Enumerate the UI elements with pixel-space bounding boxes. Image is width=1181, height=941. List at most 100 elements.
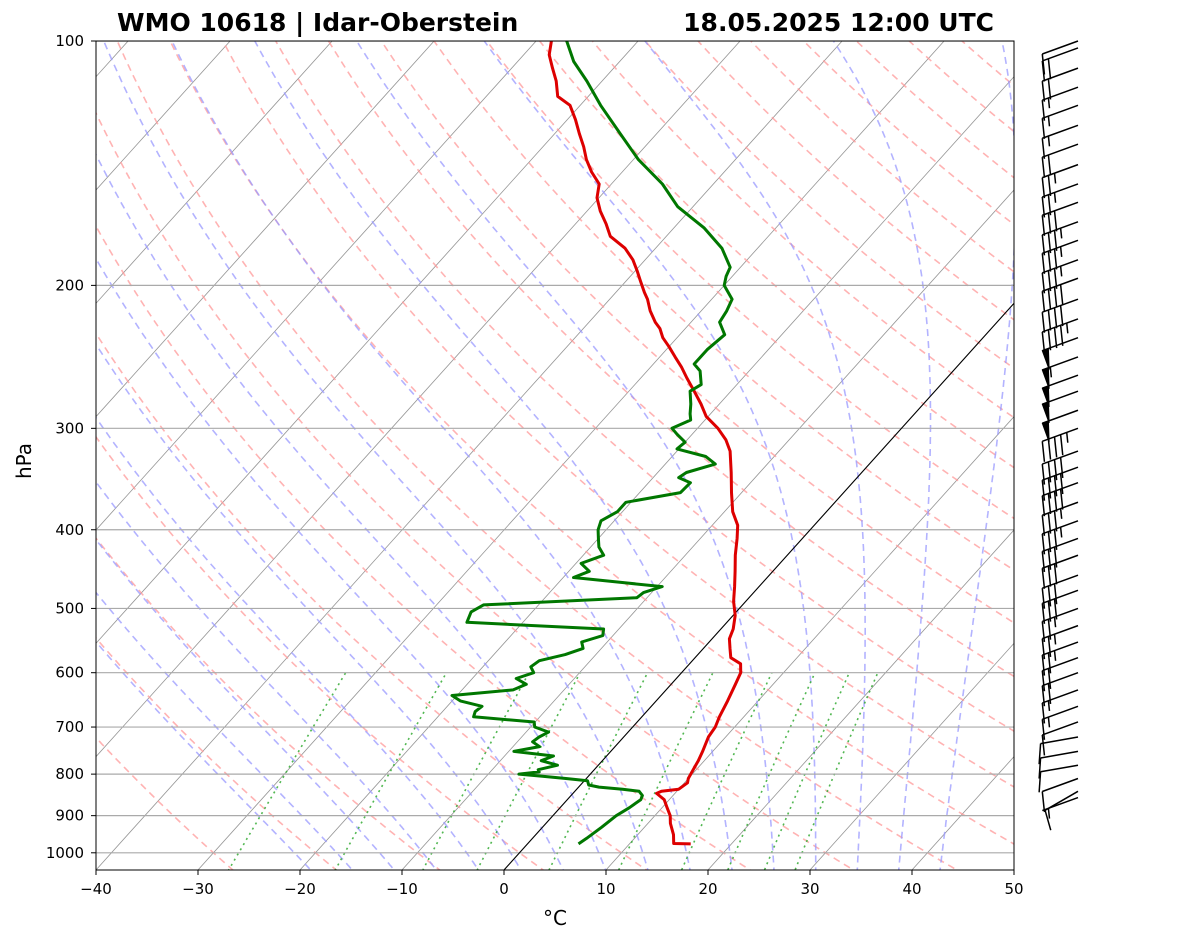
wind-barb-full [1047, 652, 1052, 674]
wind-barb-full [1041, 157, 1046, 178]
wind-barb-shaft [1044, 790, 1079, 811]
wind-barb [1041, 656, 1079, 692]
wind-barb-shaft [1042, 143, 1079, 158]
wind-barb-full [1041, 118, 1046, 139]
wind-barb [1041, 721, 1079, 756]
wind-barb-full [1059, 434, 1064, 456]
wind-barb-full [1041, 53, 1046, 75]
wind-barb-full [1041, 441, 1046, 462]
wind-barb [1041, 318, 1079, 353]
wind-barb-full [1047, 212, 1052, 234]
wind-barb-shaft [1042, 163, 1079, 179]
wind-barb-full [1041, 312, 1046, 333]
y-tick-label: 800 [55, 765, 84, 783]
mixing-ratio-line [763, 672, 851, 870]
isotherm-line [96, 41, 741, 758]
wind-barb-half [1053, 173, 1057, 184]
wind-barb [1041, 183, 1079, 218]
wind-barb-shaft [1042, 554, 1079, 569]
dry-adiabat-line [802, 41, 1014, 226]
dry-adiabat-line [591, 41, 1014, 419]
wind-barb [1041, 624, 1079, 660]
wind-barb-full [1047, 636, 1052, 657]
wind-barb-full [1047, 477, 1052, 499]
wind-barb-full [1041, 702, 1046, 724]
wind-barb-shaft [1042, 656, 1079, 672]
wind-barb-shaft [1042, 607, 1079, 623]
mixing-ratio-line [794, 672, 879, 870]
wind-barb [1041, 641, 1079, 676]
wind-barb-full [1038, 771, 1042, 793]
isotherm-line [605, 416, 1014, 870]
wind-barb-shaft [1042, 624, 1079, 640]
isotherm-line [96, 41, 639, 644]
wind-barb-pennant [1041, 401, 1050, 424]
wind-barb [1041, 259, 1079, 294]
y-tick-label: 1000 [46, 844, 84, 862]
wind-barb-full [1047, 175, 1052, 196]
wind-barb-half [1047, 700, 1051, 712]
wind-barb-full [1053, 475, 1058, 497]
wind-barb-half [1053, 192, 1057, 203]
wind-barb-full [1041, 719, 1046, 740]
wind-barb-full [1041, 234, 1046, 256]
wind-barb-full [1041, 331, 1046, 353]
wind-barb [1041, 589, 1079, 624]
wind-barb [1041, 86, 1079, 121]
mixing-ratio-line [680, 672, 773, 870]
wind-barb-full [1047, 565, 1052, 587]
wind-barb-full [1047, 329, 1052, 351]
wind-barb [1041, 143, 1079, 178]
wind-barb-half [1059, 266, 1063, 277]
wind-barb [1041, 481, 1079, 517]
wind-barb-half [1047, 808, 1051, 819]
wind-barb-full [1041, 588, 1046, 609]
wind-barbs [1038, 40, 1079, 831]
wind-barb [1041, 501, 1079, 536]
wind-barb-full [1041, 100, 1046, 121]
wind-barb-half [1053, 616, 1057, 628]
wind-barb-half [1065, 432, 1069, 443]
isotherm-line [96, 41, 333, 304]
wind-barb-full [1047, 683, 1052, 705]
wind-barb-shaft [1040, 750, 1079, 759]
x-tick-label: −20 [284, 880, 316, 898]
wind-barb [1041, 689, 1079, 724]
wind-barb-full [1053, 491, 1058, 512]
isotherm-line [96, 41, 537, 531]
wind-barb [1041, 520, 1079, 555]
wind-barb [1041, 277, 1079, 312]
wind-barb-full [1047, 78, 1052, 100]
wind-barb-full [1041, 533, 1046, 555]
wind-barb-full [1053, 286, 1058, 308]
wind-barb-full [1059, 473, 1064, 495]
dry-adiabat-line [96, 435, 545, 870]
dry-adiabat-line [485, 41, 1014, 520]
wind-barb [1044, 790, 1079, 831]
wind-barb-shaft [1042, 183, 1079, 198]
wind-barb-shaft [1042, 671, 1079, 687]
chart-title-datetime: 18.05.2025 12:00 UTC [683, 8, 994, 37]
wind-barb [1041, 537, 1079, 573]
wind-barb-full [1053, 598, 1058, 620]
wind-barb-full [1047, 58, 1052, 80]
wind-barb [1038, 736, 1079, 765]
wind-barb [1041, 607, 1079, 643]
wind-barb-full [1044, 810, 1052, 831]
wind-barb [1041, 104, 1079, 139]
wind-barb-half [1047, 115, 1051, 127]
wind-barb-half [1059, 228, 1063, 239]
moist-adiabat-line [96, 153, 607, 870]
wind-barb-full [1038, 743, 1042, 765]
y-tick-label: 300 [55, 419, 84, 437]
wind-barb [1041, 450, 1079, 485]
wind-barb-full [1047, 531, 1052, 553]
wind-barb [1041, 67, 1079, 102]
y-axis-label: hPa [12, 443, 36, 479]
isotherm-line [96, 41, 231, 191]
moist-adiabat-line [96, 416, 480, 870]
isotherm-line [1013, 869, 1014, 870]
moist-adiabat-line [96, 591, 354, 870]
wind-barb [1038, 764, 1079, 793]
wind-barb-shaft [1042, 537, 1079, 553]
